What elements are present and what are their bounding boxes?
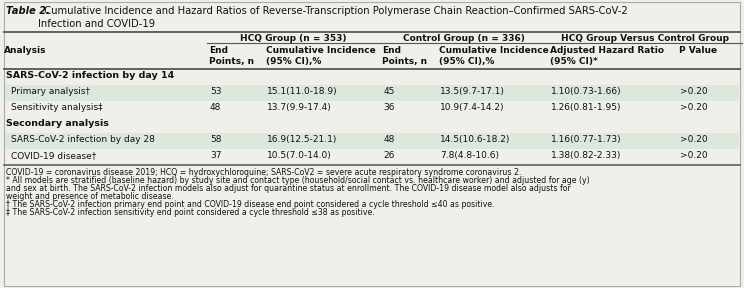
Text: 13.7(9.9-17.4): 13.7(9.9-17.4) xyxy=(267,103,332,112)
Text: 1.38(0.82-2.33): 1.38(0.82-2.33) xyxy=(551,151,622,160)
Text: 1.26(0.81-1.95): 1.26(0.81-1.95) xyxy=(551,103,622,112)
Text: Control Group (n = 336): Control Group (n = 336) xyxy=(403,34,525,43)
Text: Sensitivity analysis‡: Sensitivity analysis‡ xyxy=(11,103,103,112)
Bar xyxy=(5,117,739,133)
Text: weight and presence of metabolic disease.: weight and presence of metabolic disease… xyxy=(6,192,174,201)
Text: SARS-CoV-2 infection by day 28: SARS-CoV-2 infection by day 28 xyxy=(11,135,155,144)
Text: 53: 53 xyxy=(210,87,221,96)
Text: 7.8(4.8-10.6): 7.8(4.8-10.6) xyxy=(440,151,498,160)
Text: Table 2.: Table 2. xyxy=(6,6,50,16)
Text: HCQ Group Versus Control Group: HCQ Group Versus Control Group xyxy=(561,34,729,43)
Text: COVID-19 disease†: COVID-19 disease† xyxy=(11,151,97,160)
Text: Cumulative Incidence and Hazard Ratios of Reverse-Transcription Polymerase Chain: Cumulative Incidence and Hazard Ratios o… xyxy=(38,6,628,29)
Text: 37: 37 xyxy=(210,151,221,160)
Text: End
Points, n: End Points, n xyxy=(209,46,254,66)
Text: COVID-19 = coronavirus disease 2019; HCQ = hydroxychloroquine; SARS-CoV2 = sever: COVID-19 = coronavirus disease 2019; HCQ… xyxy=(6,168,522,177)
Text: † The SARS-CoV-2 infection primary end point and COVID-19 disease end point cons: † The SARS-CoV-2 infection primary end p… xyxy=(6,200,495,209)
Bar xyxy=(5,149,739,165)
Text: P Value: P Value xyxy=(679,46,717,55)
Text: Secondary analysis: Secondary analysis xyxy=(6,119,109,128)
Text: SARS-CoV-2 infection by day 14: SARS-CoV-2 infection by day 14 xyxy=(6,71,174,80)
Text: 10.9(7.4-14.2): 10.9(7.4-14.2) xyxy=(440,103,504,112)
Text: >0.20: >0.20 xyxy=(680,151,708,160)
Bar xyxy=(5,69,739,85)
Text: 13.5(9.7-17.1): 13.5(9.7-17.1) xyxy=(440,87,504,96)
Bar xyxy=(5,85,739,101)
Bar xyxy=(5,133,739,149)
Text: ‡ The SARS-CoV-2 infection sensitivity end point considered a cycle threshold ≤3: ‡ The SARS-CoV-2 infection sensitivity e… xyxy=(6,208,375,217)
Text: 26: 26 xyxy=(383,151,394,160)
Text: Adjusted Hazard Ratio
(95% CI)*: Adjusted Hazard Ratio (95% CI)* xyxy=(551,46,664,66)
Text: * All models are stratified (baseline hazard) by study site and contact type (ho: * All models are stratified (baseline ha… xyxy=(6,176,589,185)
Text: 36: 36 xyxy=(383,103,394,112)
Text: Primary analysis†: Primary analysis† xyxy=(11,87,90,96)
Text: >0.20: >0.20 xyxy=(680,103,708,112)
Text: End
Points, n: End Points, n xyxy=(382,46,427,66)
Text: 58: 58 xyxy=(210,135,221,144)
Text: >0.20: >0.20 xyxy=(680,87,708,96)
Text: Analysis: Analysis xyxy=(4,46,47,55)
Text: 10.5(7.0-14.0): 10.5(7.0-14.0) xyxy=(267,151,332,160)
Text: HCQ Group (n = 353): HCQ Group (n = 353) xyxy=(240,34,347,43)
Text: 48: 48 xyxy=(383,135,394,144)
Text: Cumulative Incidence
(95% CI),%: Cumulative Incidence (95% CI),% xyxy=(439,46,548,66)
Text: Cumulative Incidence
(95% CI),%: Cumulative Incidence (95% CI),% xyxy=(266,46,376,66)
Bar xyxy=(5,101,739,117)
Text: 48: 48 xyxy=(210,103,221,112)
Text: and sex at birth. The SARS-CoV-2 infection models also adjust for quarantine sta: and sex at birth. The SARS-CoV-2 infecti… xyxy=(6,184,571,193)
Text: 16.9(12.5-21.1): 16.9(12.5-21.1) xyxy=(267,135,338,144)
Text: 14.5(10.6-18.2): 14.5(10.6-18.2) xyxy=(440,135,510,144)
Text: 15.1(11.0-18.9): 15.1(11.0-18.9) xyxy=(267,87,338,96)
Text: 45: 45 xyxy=(383,87,394,96)
Text: 1.10(0.73-1.66): 1.10(0.73-1.66) xyxy=(551,87,622,96)
Text: 1.16(0.77-1.73): 1.16(0.77-1.73) xyxy=(551,135,622,144)
Text: >0.20: >0.20 xyxy=(680,135,708,144)
